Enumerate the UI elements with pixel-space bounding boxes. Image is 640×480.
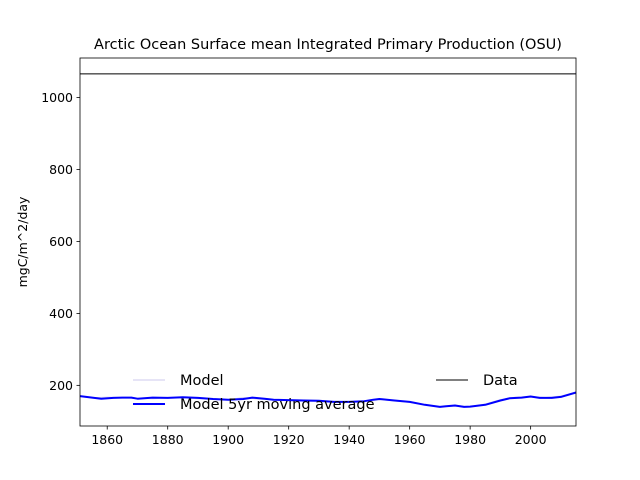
- legend: Model Model 5yr moving average Data: [133, 373, 518, 413]
- axes-frame: [79, 57, 577, 427]
- x-tick-label-1860: 1860: [91, 432, 123, 447]
- legend-label-data: Data: [483, 373, 518, 389]
- y-tick-label-800: 800: [49, 162, 73, 177]
- x-tick-label-1960: 1960: [394, 432, 426, 447]
- y-tick-label-200: 200: [49, 378, 73, 393]
- y-tick-label-600: 600: [49, 234, 73, 249]
- chart-title: Arctic Ocean Surface mean Integrated Pri…: [94, 37, 562, 53]
- y-tick-label-1000: 1000: [41, 90, 73, 105]
- y-axis-label: mgC/m^2/day: [15, 196, 30, 287]
- series-model-5yr-moving-average-line: [79, 391, 577, 408]
- legend-label-model-5yr-moving-average: Model 5yr moving average: [180, 397, 375, 413]
- x-tick-label-2000: 2000: [515, 432, 547, 447]
- x-tick-label-1940: 1940: [333, 432, 365, 447]
- y-tick-label-400: 400: [49, 306, 73, 321]
- x-tick-label-1880: 1880: [152, 432, 184, 447]
- x-tick-label-1980: 1980: [454, 432, 486, 447]
- legend-label-model: Model: [180, 373, 224, 389]
- x-tick-label-1920: 1920: [273, 432, 305, 447]
- ticks-layer: 1860 1880 1900 1920 1940 1960 1980 2000 200 400 60…: [41, 90, 546, 447]
- x-tick-label-1900: 1900: [212, 432, 244, 447]
- series-layer: [79, 73, 577, 408]
